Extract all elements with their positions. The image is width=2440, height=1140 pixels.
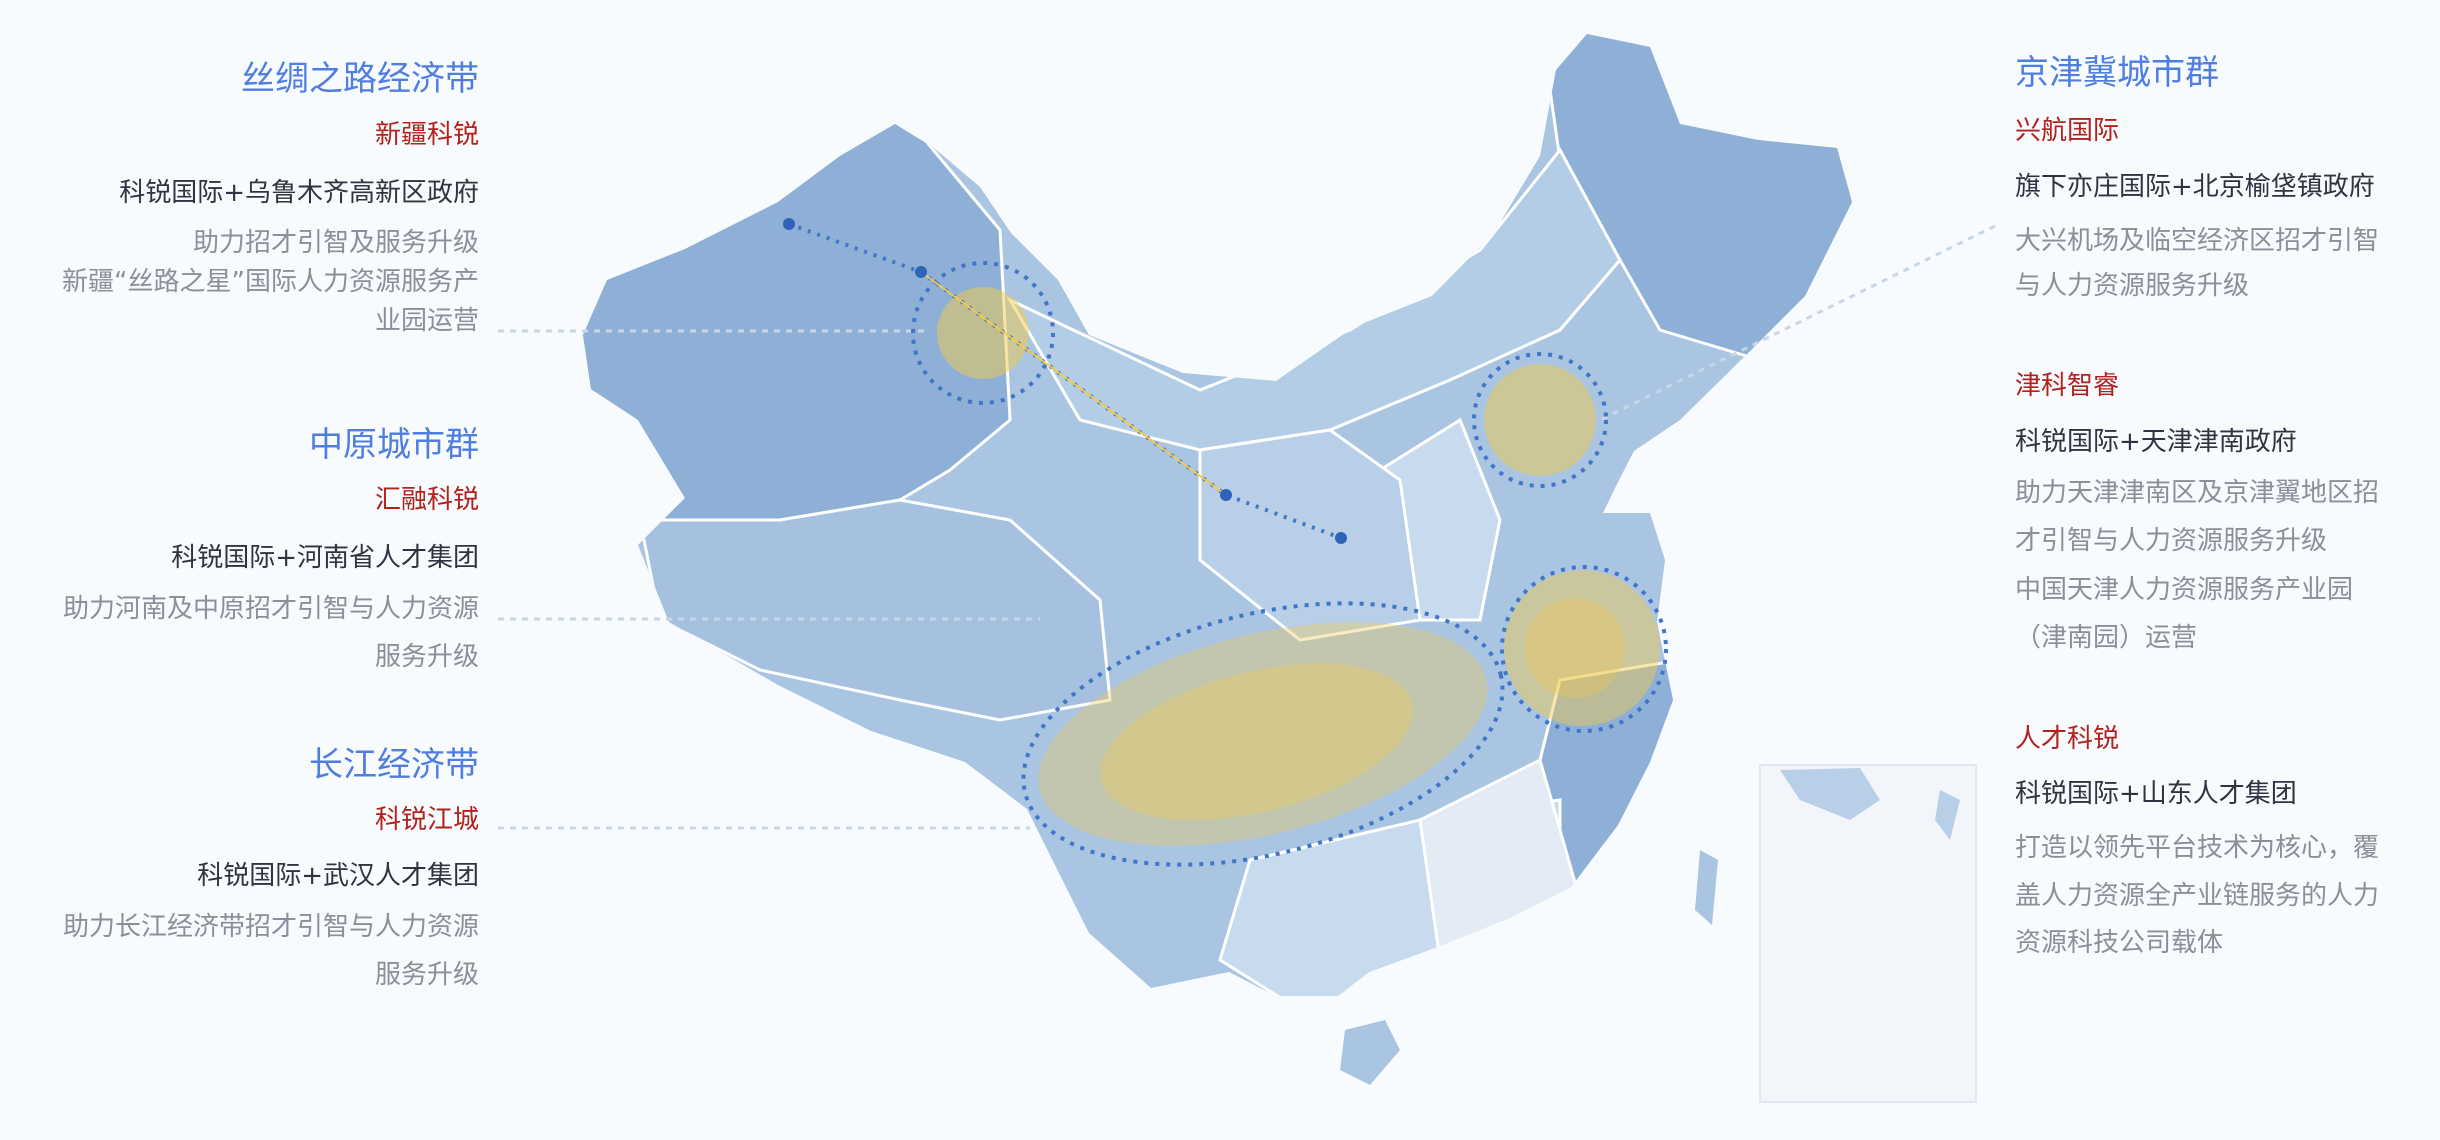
desc-line: （津南园）运营 xyxy=(2015,623,2198,653)
island-taiwan xyxy=(1695,850,1718,925)
desc-line: 助力天津津南区及京津翼地区招 xyxy=(2015,478,2380,508)
section-title-yangtze: 长江经济带 xyxy=(309,745,479,785)
region-tibet xyxy=(638,498,1112,722)
desc-line: 才引智与人力资源服务升级 xyxy=(2015,526,2328,556)
island-hainan xyxy=(1340,1020,1400,1085)
desc-line: 业园运营 xyxy=(374,306,479,336)
desc-line: 助力长江经济带招才引智与人力资源 xyxy=(62,912,479,942)
company-huirong: 汇融科锐 xyxy=(374,485,479,515)
partner-text: 科锐国际+河南省人才集团 xyxy=(171,543,479,573)
desc-line: 中国天津人力资源服务产业园 xyxy=(2015,575,2354,605)
highlight-yangtze-delta xyxy=(1500,565,1668,733)
desc-line: 大兴机场及临空经济区招才引智 xyxy=(2015,226,2380,256)
desc-line: 与人力资源服务升级 xyxy=(2015,271,2250,301)
desc-line: 资源科技公司载体 xyxy=(2015,928,2224,958)
desc-line: 助力河南及中原招才引智与人力资源 xyxy=(62,594,479,624)
south-china-sea-inset xyxy=(1759,764,1977,1103)
desc-line: 盖人力资源全产业链服务的人力 xyxy=(2015,881,2380,911)
section-title-jingjinji: 京津冀城市群 xyxy=(2015,53,2219,93)
highlight-xinjiang xyxy=(911,261,1055,405)
desc-line: 新疆“丝路之星”国际人力资源服务产 xyxy=(62,267,479,297)
company-xinjiang: 新疆科锐 xyxy=(374,120,479,150)
desc-line: 助力招才引智及服务升级 xyxy=(192,228,479,258)
highlight-beijing xyxy=(1472,352,1608,488)
section-title-central-plains: 中原城市群 xyxy=(309,425,479,465)
partner-text: 旗下亦庄国际+北京榆垡镇政府 xyxy=(2015,172,2375,202)
partner-text: 科锐国际+武汉人才集团 xyxy=(197,861,479,891)
partner-text: 科锐国际+天津津南政府 xyxy=(2015,427,2297,457)
partner-text: 科锐国际+山东人才集团 xyxy=(2015,779,2297,809)
desc-line: 打造以领先平台技术为核心，覆 xyxy=(2015,833,2380,863)
partner-text: 科锐国际+乌鲁木齐高新区政府 xyxy=(119,178,479,208)
desc-line: 服务升级 xyxy=(374,960,479,990)
connector-lines xyxy=(498,224,1996,830)
company-rencai: 人才科锐 xyxy=(2015,724,2120,754)
provinces xyxy=(583,34,1852,996)
silk-road-route xyxy=(783,218,1347,544)
highlight-yangtze-belt xyxy=(1021,601,1505,867)
region-central xyxy=(1198,428,1422,642)
company-jiangcheng: 科锐江城 xyxy=(374,805,479,835)
section-title-silk-road: 丝绸之路经济带 xyxy=(241,59,479,99)
desc-line: 服务升级 xyxy=(374,642,479,672)
company-jinke: 津科智睿 xyxy=(2015,371,2120,401)
company-xinghang: 兴航国际 xyxy=(2015,116,2120,146)
